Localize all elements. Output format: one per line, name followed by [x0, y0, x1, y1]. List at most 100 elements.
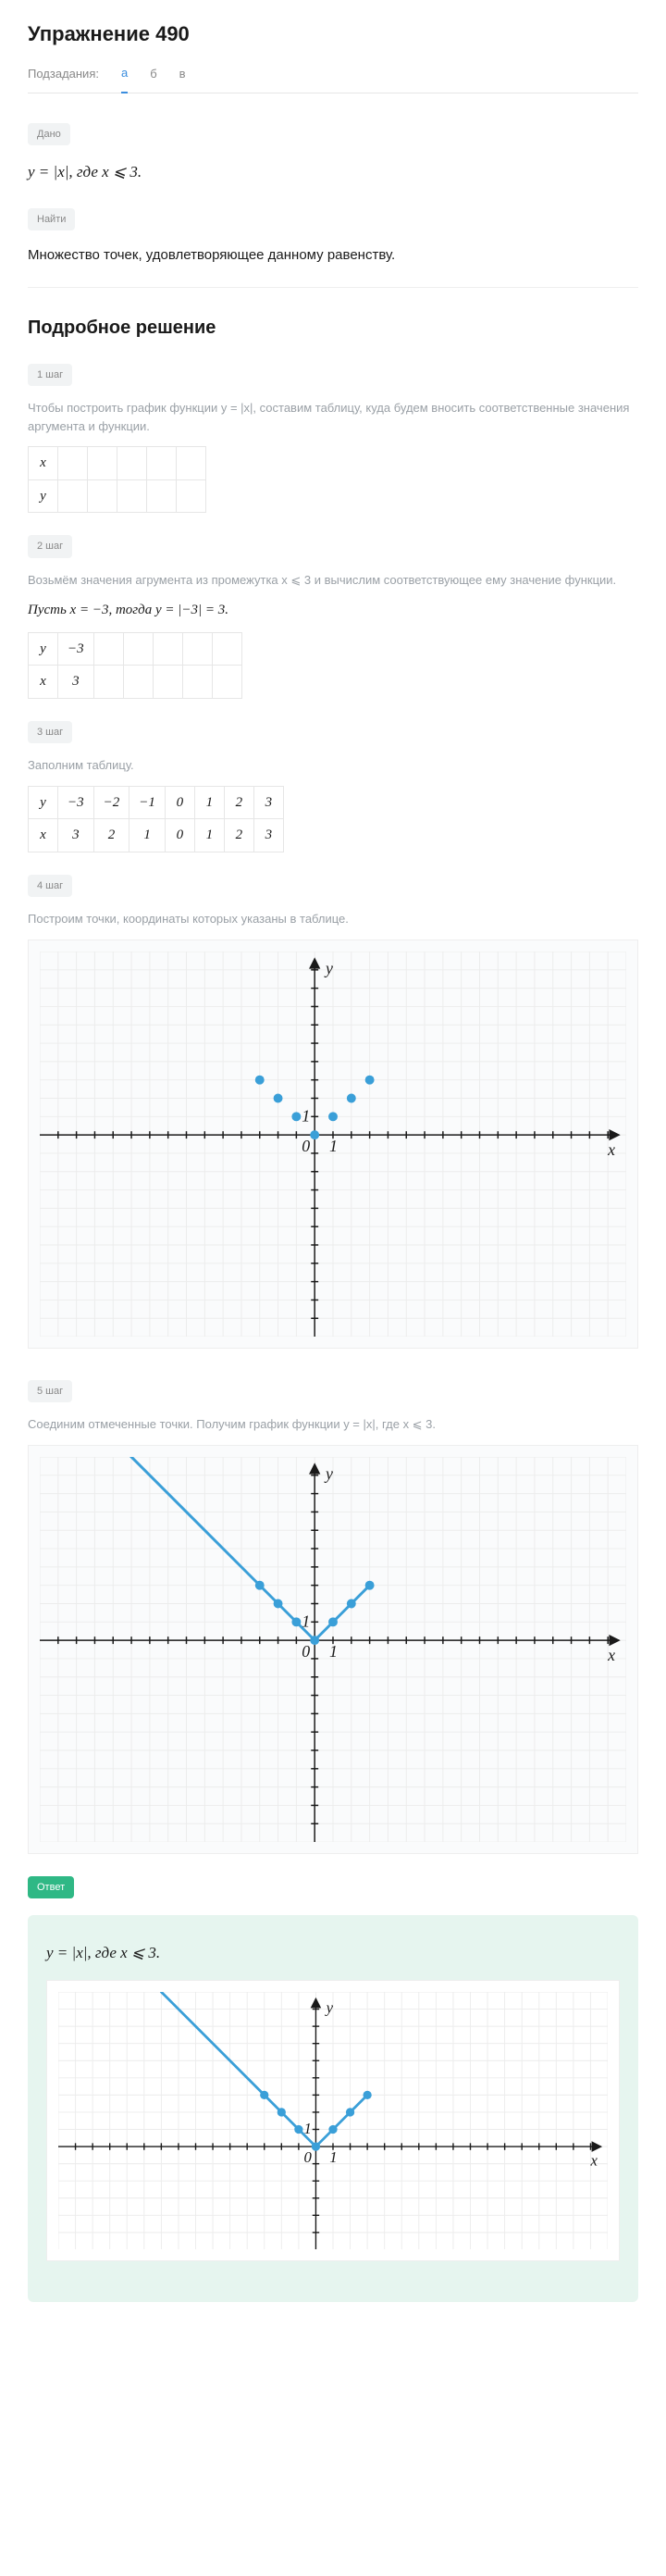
- tab-a[interactable]: а: [121, 64, 128, 93]
- tab-v[interactable]: в: [179, 65, 186, 93]
- table-cell: 1: [130, 819, 166, 852]
- svg-text:1: 1: [302, 1106, 310, 1125]
- table-cell: [182, 666, 212, 699]
- exercise-title: Упражнение 490: [28, 19, 638, 49]
- step-badge: 4 шаг: [28, 875, 72, 898]
- table-cell: y: [29, 632, 58, 666]
- table-cell: 0: [165, 819, 194, 852]
- values-table: y−3−2−10123x3210123: [28, 786, 284, 852]
- table-row: y−3−2−10123: [29, 786, 284, 819]
- table-cell: 3: [253, 786, 283, 819]
- step-text: Построим точки, координаты которых указа…: [28, 910, 638, 928]
- answer-wrap: y = |x|, где x ⩽ 3. yx011: [28, 1915, 638, 2302]
- plot-svg: y x 0 1 1: [40, 952, 626, 1337]
- svg-text:0: 0: [302, 1136, 310, 1154]
- table-cell: y: [29, 786, 58, 819]
- table-cell: 2: [224, 819, 253, 852]
- svg-text:0: 0: [302, 1642, 310, 1661]
- table-cell: 2: [224, 786, 253, 819]
- step-badge: 5 шаг: [28, 1380, 72, 1403]
- answer-badge: Ответ: [28, 1876, 74, 1899]
- svg-text:1: 1: [329, 1642, 338, 1661]
- table-row: y−3: [29, 632, 242, 666]
- subtasks-label: Подзадания:: [28, 65, 99, 83]
- tab-b[interactable]: б: [150, 65, 156, 93]
- table-cell: −2: [93, 786, 130, 819]
- table-cell: [88, 479, 117, 513]
- step-badge: 2 шаг: [28, 535, 72, 558]
- table-cell: [212, 666, 241, 699]
- step-5: 5 шаг Соединим отмеченные точки. Получим …: [28, 1371, 638, 1854]
- svg-text:y: y: [324, 958, 333, 977]
- values-table: y−3x3: [28, 632, 242, 699]
- svg-text:x: x: [607, 1139, 615, 1158]
- svg-text:0: 0: [303, 2147, 312, 2165]
- table-cell: x: [29, 666, 58, 699]
- step-plot: yx011: [28, 1445, 638, 1854]
- table-cell: x: [29, 447, 58, 480]
- table-cell: [58, 447, 88, 480]
- plot-svg: yx011: [40, 1457, 626, 1842]
- find-text: Множество точек, удовлетворяющее данному…: [28, 245, 638, 267]
- answer-plot: yx011: [46, 1980, 620, 2261]
- table-cell: x: [29, 819, 58, 852]
- step-badge: 3 шаг: [28, 721, 72, 744]
- svg-text:y: y: [324, 1463, 333, 1482]
- table-cell: [123, 666, 153, 699]
- table-row: x3: [29, 666, 242, 699]
- svg-text:1: 1: [329, 2147, 337, 2165]
- table-cell: −3: [58, 632, 94, 666]
- table-cell: 3: [253, 819, 283, 852]
- answer-section: Ответ y = |x|, где x ⩽ 3. yx011: [28, 1876, 638, 2302]
- svg-text:y: y: [325, 1998, 334, 2016]
- table-cell: 2: [93, 819, 130, 852]
- table-cell: [117, 447, 147, 480]
- table-cell: [93, 666, 123, 699]
- step-text: Соединим отмеченные точки. Получим графи…: [28, 1415, 638, 1434]
- step-text: Возьмём значения агрумента из промежутка…: [28, 571, 638, 590]
- table-cell: [182, 632, 212, 666]
- table-cell: [153, 666, 182, 699]
- table-cell: [153, 632, 182, 666]
- svg-text:x: x: [589, 2151, 598, 2169]
- given-formula: y = |x|, где x ⩽ 3.: [28, 160, 638, 184]
- table-cell: 3: [58, 819, 94, 852]
- step-text: Чтобы построить график функции y = |x|, …: [28, 399, 638, 435]
- svg-text:1: 1: [329, 1136, 338, 1154]
- given-badge: Дано: [28, 123, 70, 146]
- subtasks-bar: Подзадания: а б в: [28, 64, 638, 93]
- answer-formula: y = |x|, где x ⩽ 3.: [46, 1941, 620, 1965]
- table-cell: 1: [194, 819, 224, 852]
- table-cell: [58, 479, 88, 513]
- table-cell: y: [29, 479, 58, 513]
- step-4: 4 шаг Построим точки, координаты которых …: [28, 865, 638, 1349]
- table-row: y: [29, 479, 206, 513]
- table-cell: [117, 479, 147, 513]
- svg-text:x: x: [607, 1645, 615, 1663]
- table-cell: −3: [58, 786, 94, 819]
- step-2: 2 шаг Возьмём значения агрумента из проме…: [28, 526, 638, 699]
- plot-svg: yx011: [58, 1992, 608, 2249]
- solution-title: Подробное решение: [28, 314, 638, 342]
- svg-text:1: 1: [303, 2120, 311, 2137]
- step-formula: Пусть x = −3, тогда y = |−3| = 3.: [28, 600, 638, 621]
- table-cell: [123, 632, 153, 666]
- table-cell: [177, 479, 206, 513]
- separator: [28, 287, 638, 288]
- table-cell: 3: [58, 666, 94, 699]
- svg-text:1: 1: [302, 1612, 310, 1630]
- step-1: 1 шаг Чтобы построить график функции y = …: [28, 355, 638, 514]
- table-cell: [147, 447, 177, 480]
- table-cell: [177, 447, 206, 480]
- table-cell: 1: [194, 786, 224, 819]
- table-cell: [147, 479, 177, 513]
- table-cell: [93, 632, 123, 666]
- table-row: x: [29, 447, 206, 480]
- step-badge: 1 шаг: [28, 364, 72, 387]
- given-block: Дано y = |x|, где x ⩽ 3.: [28, 114, 638, 184]
- step-text: Заполним таблицу.: [28, 756, 638, 775]
- find-block: Найти Множество точек, удовлетворяющее д…: [28, 199, 638, 267]
- table-cell: [212, 632, 241, 666]
- table-cell: 0: [165, 786, 194, 819]
- table-cell: −1: [130, 786, 166, 819]
